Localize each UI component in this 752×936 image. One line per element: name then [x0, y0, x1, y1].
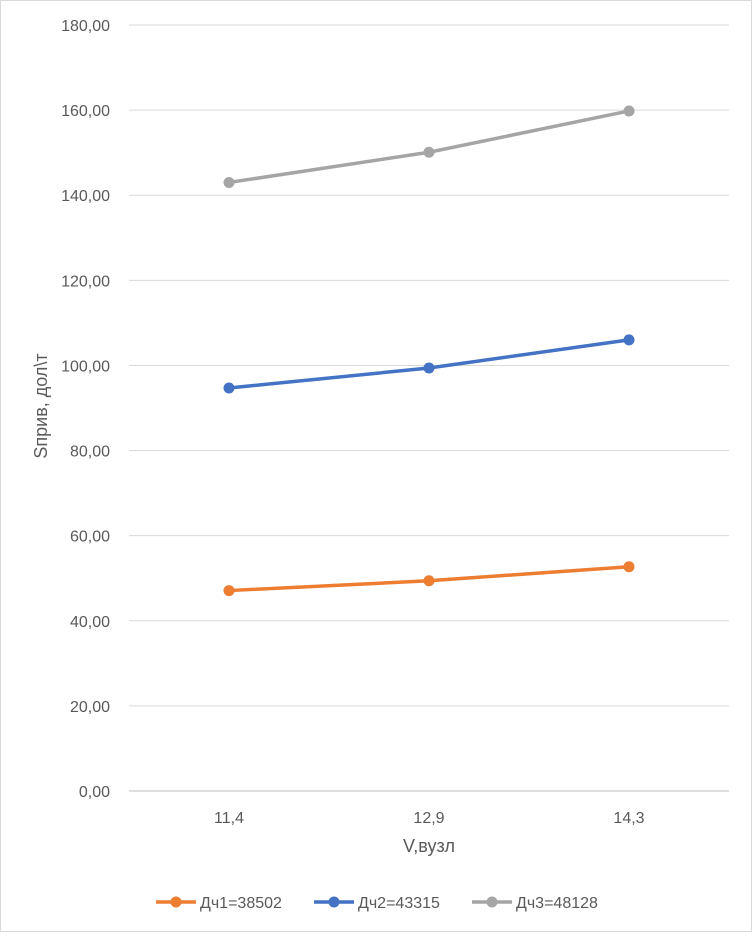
y-tick-label: 60,00: [70, 529, 110, 546]
y-tick-label: 180,00: [61, 18, 110, 35]
data-point: [623, 334, 635, 346]
data-point: [423, 146, 435, 158]
y-tick-label: 80,00: [70, 444, 110, 461]
gridlines: [129, 24, 729, 792]
y-tick-labels: 0,00 20,00 40,00 60,00 80,00 100,00 120,00 140,…: [61, 18, 110, 801]
data-point: [623, 561, 635, 573]
x-tick-label: 12,9: [413, 810, 444, 827]
legend: Дч1=38502 Дч2=43315 Дч3=48128: [156, 895, 598, 912]
y-axis-title: Sприв, дол\т: [31, 353, 51, 458]
data-point: [423, 575, 435, 587]
y-tick-label: 140,00: [61, 188, 110, 205]
legend-item-3: Дч3=48128: [472, 895, 598, 912]
y-tick-label: 100,00: [61, 358, 110, 375]
data-point: [423, 362, 435, 374]
data-point: [223, 176, 235, 188]
legend-marker: [170, 896, 182, 908]
data-point: [223, 382, 235, 394]
y-tick-label: 0,00: [79, 784, 110, 801]
x-tick-labels: 11,4 12,9 14,3: [214, 810, 645, 827]
legend-item-2: Дч2=43315: [314, 895, 440, 912]
y-tick-label: 160,00: [61, 103, 110, 120]
legend-label: Дч1=38502: [200, 895, 282, 912]
data-point: [223, 585, 235, 597]
series-points: [223, 105, 635, 597]
y-tick-label: 120,00: [61, 273, 110, 290]
legend-label: Дч3=48128: [516, 895, 598, 912]
x-tick-label: 11,4: [214, 810, 244, 827]
x-tick-label: 14,3: [613, 810, 644, 827]
legend-label: Дч2=43315: [358, 895, 440, 912]
y-tick-label: 40,00: [70, 614, 110, 631]
legend-marker: [328, 896, 340, 908]
series-lines: [227, 109, 631, 593]
legend-item-1: Дч1=38502: [156, 895, 282, 912]
data-point: [623, 105, 635, 117]
x-axis-title: V,вузл: [403, 836, 455, 856]
legend-marker: [486, 896, 498, 908]
series-line-3: [227, 109, 631, 185]
y-tick-label: 20,00: [70, 699, 110, 716]
